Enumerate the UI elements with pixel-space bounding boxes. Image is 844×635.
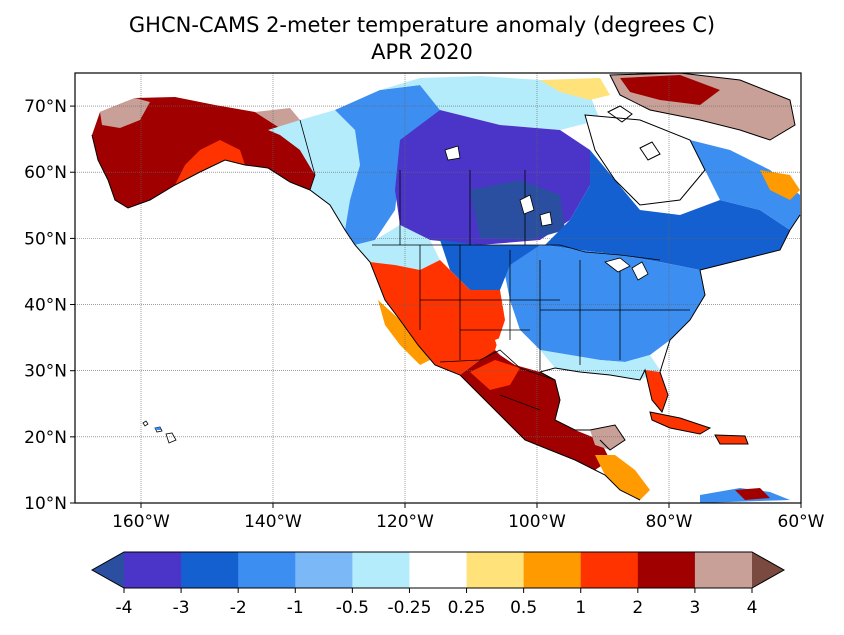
longitude-axis: 160°W 140°W 120°W 100°W 80°W 60°W: [112, 503, 825, 532]
colorbar-label: -0.5: [336, 598, 369, 618]
colorbar-label: 0.25: [448, 598, 486, 618]
region-yucatan: [590, 425, 625, 450]
region-alaska-north: [255, 108, 300, 128]
colorbar-segment: [409, 552, 468, 588]
coastlines: [91, 73, 801, 501]
lakes: [444, 145, 649, 281]
colorbar-label: -2: [230, 598, 247, 618]
region-alaska-west: [175, 140, 245, 185]
colorbar-segment: [295, 552, 353, 588]
colorbar-segment: [523, 552, 582, 588]
region-bc: [335, 85, 440, 245]
lon-tick-label: 120°W: [376, 512, 434, 532]
colorbar-segment: [181, 552, 239, 588]
region-cuba: [650, 412, 710, 434]
region-mexico-north: [470, 360, 520, 390]
colorbar-label: -4: [116, 598, 133, 618]
region-southeast: [540, 350, 660, 380]
lat-tick-label: 70°N: [24, 97, 67, 117]
region-hawaii-blue: [155, 427, 161, 430]
colorbar-label: -1: [287, 598, 304, 618]
colorbar-extend-low: [92, 552, 124, 588]
region-prairie-core: [470, 180, 565, 240]
map-subtitle: APR 2020: [371, 40, 473, 64]
map-frame: [74, 72, 802, 504]
colorbar-segment: [352, 552, 410, 588]
colorbar-segment: [637, 552, 696, 588]
region-baffin: [540, 78, 610, 100]
lat-tick-label: 40°N: [24, 296, 67, 316]
region-eastern-canada: [545, 150, 790, 270]
colorbar-label: 4: [747, 598, 758, 618]
colorbar-label: 0.5: [510, 598, 537, 618]
map-content: [75, 73, 801, 503]
colorbar-segment: [124, 552, 182, 588]
colorbar-segment: [694, 552, 753, 588]
colorbar-segment: [580, 552, 639, 588]
colorbar-label: -0.25: [387, 598, 431, 618]
region-eastern-us: [500, 245, 705, 362]
region-arctic-canada: [380, 76, 600, 130]
region-quebec: [690, 140, 800, 230]
lat-tick-label: 60°N: [24, 163, 67, 183]
region-venezuela-warm: [735, 488, 770, 500]
region-us-southwest: [370, 260, 505, 375]
colorbar: -4 -3 -2 -1 -0.5 -0.25 0.25 0.5 1 2 3 4: [90, 551, 786, 618]
colorbar-label: 1: [575, 598, 586, 618]
region-alaska-tan: [100, 98, 150, 128]
region-hispaniola: [715, 435, 748, 444]
colorbar-label: 2: [632, 598, 643, 618]
region-hudson-bay: [585, 115, 705, 205]
lon-tick-label: 100°W: [508, 512, 566, 532]
colorbar-segment: [466, 552, 525, 588]
lat-tick-label: 30°N: [24, 362, 67, 382]
colorbar-extend-high: [752, 552, 784, 588]
latitude-axis: 70°N 60°N 50°N 40°N 30°N 20°N 10°N: [24, 97, 75, 514]
colorbar-label: -3: [173, 598, 190, 618]
region-florida: [645, 370, 668, 412]
region-central-america: [595, 455, 650, 500]
colorbar-segment: [238, 552, 296, 588]
region-pacific-nw: [355, 225, 440, 270]
gridlines: [75, 73, 801, 503]
lon-tick-label: 60°W: [778, 512, 825, 532]
region-greenland-red: [620, 75, 720, 105]
borders: [299, 119, 690, 411]
region-california-warm: [378, 300, 430, 365]
colorbar-label: 3: [689, 598, 700, 618]
region-labrador-warm: [760, 170, 800, 200]
lon-tick-label: 160°W: [112, 512, 170, 532]
map-title: GHCN-CAMS 2-meter temperature anomaly (d…: [128, 13, 716, 37]
lon-tick-label: 80°W: [646, 512, 693, 532]
lat-tick-label: 20°N: [24, 428, 67, 448]
lon-tick-label: 140°W: [244, 512, 302, 532]
lat-tick-label: 10°N: [24, 494, 67, 514]
region-great-plains: [440, 240, 540, 290]
lat-tick-label: 50°N: [24, 229, 67, 249]
